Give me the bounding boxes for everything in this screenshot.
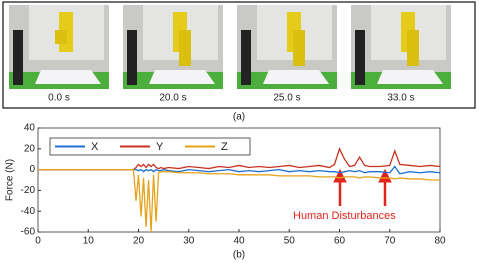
photos bbox=[9, 5, 451, 89]
photo-robot-arm bbox=[407, 30, 419, 66]
photo-caption: 20.0 s bbox=[159, 93, 186, 104]
x-tick-label: 20 bbox=[133, 236, 145, 247]
arrow-head bbox=[333, 168, 347, 183]
y-axis-label: Force (N) bbox=[5, 159, 16, 201]
photo-tripod bbox=[127, 30, 137, 85]
x-tick-label: 10 bbox=[83, 236, 95, 247]
photo-caption: 0.0 s bbox=[48, 93, 70, 104]
x-tick-label: 50 bbox=[284, 236, 296, 247]
arrow-head bbox=[378, 168, 392, 183]
photo-paper bbox=[263, 70, 329, 84]
photo-tripod bbox=[13, 30, 23, 85]
y-tick-label: -40 bbox=[21, 206, 36, 217]
photo-caption: 33.0 s bbox=[387, 93, 414, 104]
y-tick-label: 40 bbox=[24, 123, 36, 134]
annotation: Human Disturbances bbox=[293, 210, 396, 222]
panel-label: (a) bbox=[233, 112, 245, 123]
y-tick-label: 0 bbox=[29, 164, 35, 175]
y-tick-label: -20 bbox=[21, 185, 36, 196]
photo-robot-arm bbox=[293, 30, 305, 66]
legend-label: X bbox=[91, 141, 99, 153]
photo-paper bbox=[35, 70, 101, 84]
x-tick-label: 30 bbox=[183, 236, 195, 247]
photo-robot-arm bbox=[55, 30, 67, 44]
annotation-arrows bbox=[333, 168, 392, 206]
x-tick-label: 60 bbox=[334, 236, 346, 247]
x-tick-label: 0 bbox=[35, 236, 41, 247]
panel-a-frame bbox=[2, 1, 476, 109]
x-tick-label: 80 bbox=[434, 236, 446, 247]
photo-paper bbox=[149, 70, 215, 84]
photo-paper bbox=[377, 70, 443, 84]
legend-label: Z bbox=[221, 141, 228, 153]
photo-tripod bbox=[241, 30, 251, 85]
x-tick-label: 40 bbox=[233, 236, 245, 247]
series-line bbox=[38, 168, 440, 233]
photo-robot-arm bbox=[179, 30, 191, 66]
panel-label: (b) bbox=[233, 250, 245, 261]
y-tick-label: -60 bbox=[21, 227, 36, 238]
y-tick-label: 20 bbox=[24, 143, 36, 154]
photo-caption: 25.0 s bbox=[273, 93, 300, 104]
photo-tripod bbox=[355, 30, 365, 85]
legend-label: Y bbox=[156, 141, 164, 153]
x-tick-label: 70 bbox=[384, 236, 396, 247]
